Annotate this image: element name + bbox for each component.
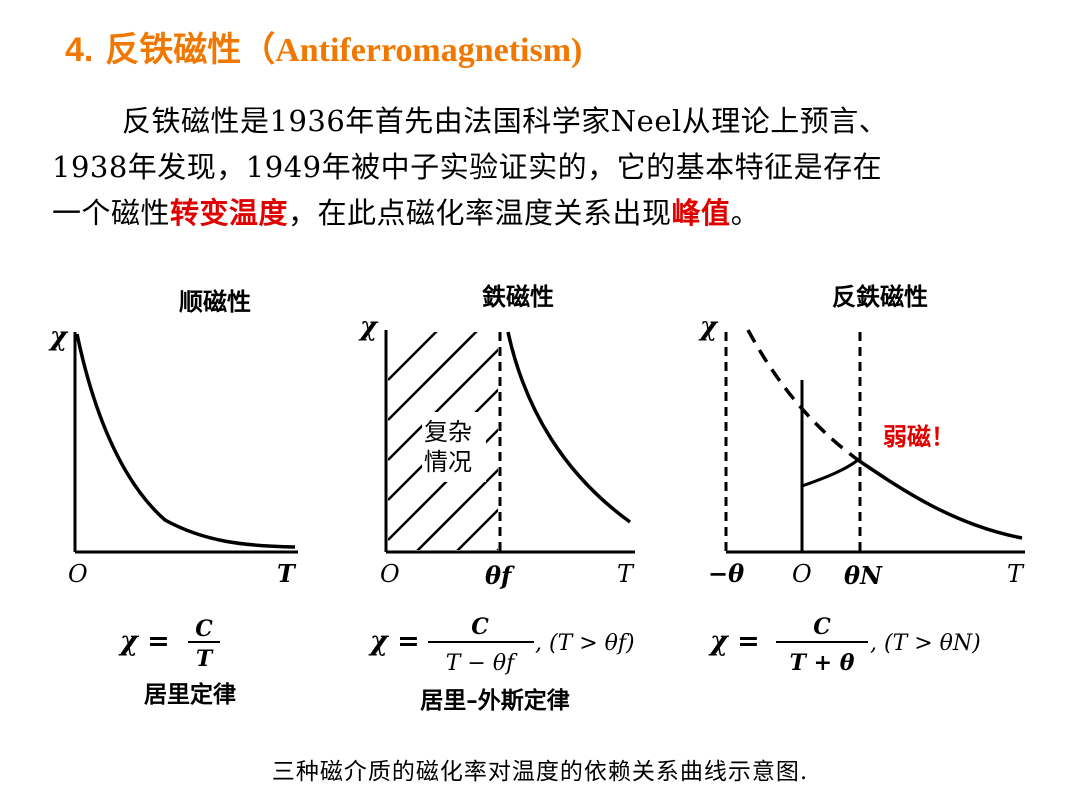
panel-3-t-label: T: [1007, 560, 1025, 588]
title-chinese: 反铁磁性（: [105, 30, 276, 70]
paragraph-line-3-middle: ，在此点磁化率温度关系出现: [288, 196, 672, 230]
paragraph-line-3-start: 一个磁性: [52, 196, 171, 230]
highlight-transition-temperature: 转变温度: [170, 196, 289, 230]
antiferromagnetic-formula: χ = C T + θ , (T > θN): [708, 614, 981, 676]
panel-3-low-temperature-branch: [801, 458, 859, 488]
paragraph-line-2: 1938年发现，1949年被中子实验证实的，它的基本特征是存在: [52, 150, 883, 184]
paragraph-line-1: 反铁磁性是1936年首先由法国科学家Neel从理论上预言、: [122, 104, 889, 138]
title-english: Antiferromagnetism): [275, 32, 583, 69]
panel-2-theta-f-label: θf: [485, 561, 515, 590]
highlight-peak: 峰值: [671, 196, 731, 230]
panel-2-hatched-region: [388, 332, 498, 550]
panel-1-y-axis-label: χ: [48, 322, 69, 352]
panel-2-title: 鉄磁性: [482, 282, 554, 311]
formula-2-condition: , (T > θf): [535, 631, 635, 656]
paragraph-line-3-end: 。: [730, 196, 761, 230]
formula-2-numerator: C: [471, 614, 489, 640]
curie-weiss-law-label: 居里–外斯定律: [420, 687, 570, 714]
formula-1-denominator: T: [196, 646, 214, 672]
curie-law-formula: χ = C T: [118, 616, 220, 672]
formula-3-lhs: χ =: [708, 626, 760, 657]
curie-weiss-formula: χ = C T − θf , (T > θf): [368, 614, 635, 676]
panel-3-neg-theta-label: −θ: [708, 559, 744, 588]
panel-2-region-label-2: 情况: [424, 448, 472, 476]
title-number: 4.: [65, 31, 94, 69]
panel-2-y-axis-label: χ: [358, 312, 379, 342]
curie-law-label: 居里定律: [144, 681, 236, 708]
panel-2-label-background: [422, 412, 486, 482]
panel-1-t-label: T: [277, 559, 297, 588]
formula-2-denominator: T − θf: [446, 651, 518, 676]
paragraph-line-3: 一个磁性转变温度，在此点磁化率温度关系出现峰值。: [52, 190, 1042, 236]
panel-3-title: 反鉄磁性: [832, 282, 928, 311]
formula-1-lhs: χ =: [118, 626, 170, 657]
formula-1-numerator: C: [195, 616, 213, 642]
panel-1-curie-curve: [75, 333, 296, 549]
formula-2-lhs: χ =: [368, 626, 420, 657]
panel-3-weak-magnetism-annotation: 弱磁！: [883, 422, 955, 451]
panel-1-title: 顺磁性: [179, 287, 251, 316]
panel-1-origin-label: O: [68, 560, 88, 588]
formula-3-denominator: T + θ: [790, 650, 855, 676]
panel-2-curie-weiss-curve: [506, 331, 632, 524]
panel-3-y-axis-label: χ: [698, 312, 719, 342]
figure-caption: 三种磁介质的磁化率对温度的依赖关系曲线示意图.: [271, 759, 809, 785]
panel-2-origin-label: O: [380, 560, 400, 588]
panel-3-theta-n-label: θN: [844, 561, 883, 590]
slide-title: 4. 反铁磁性（Antiferromagnetism): [65, 22, 582, 71]
formula-3-numerator: C: [813, 614, 831, 640]
panel-3-origin-label: O: [792, 560, 812, 588]
panel-2-region-label-1: 复杂: [424, 418, 472, 446]
body-paragraph: 反铁磁性是1936年首先由法国科学家Neel从理论上预言、 1938年发现，19…: [52, 98, 1042, 236]
formula-3-condition: , (T > θN): [870, 631, 981, 656]
panel-2-t-label: T: [617, 560, 635, 588]
susceptibility-figure: 顺磁性 χ O T 鉄磁性 χ 复杂 情况 O θf T 反鉄磁性 χ 弱磁！ …: [48, 282, 1025, 714]
panel-3-high-temperature-branch: [857, 458, 1023, 540]
panel-3-dashed-extrapolation: [746, 329, 860, 462]
